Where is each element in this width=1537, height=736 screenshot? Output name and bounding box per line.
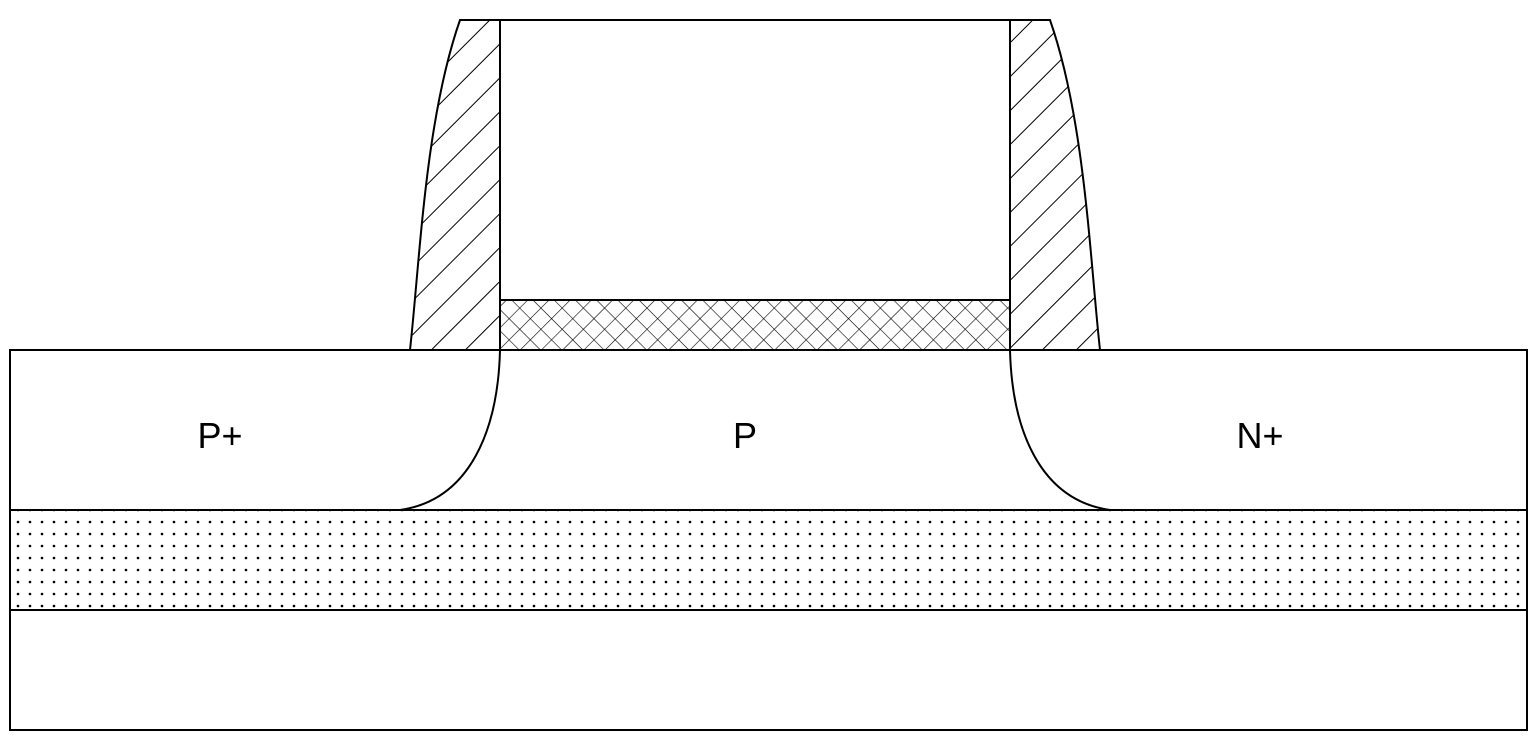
p-channel-label: P xyxy=(733,415,757,456)
gate-spacer-left xyxy=(410,20,500,350)
buried-layer xyxy=(10,510,1527,610)
gate-oxide-layer xyxy=(500,300,1010,350)
p-plus-label: P+ xyxy=(197,415,242,456)
p-plus-region xyxy=(10,350,500,510)
transistor-cross-section-diagram: P+ P N+ xyxy=(0,0,1537,736)
n-plus-label: N+ xyxy=(1236,415,1283,456)
gate-spacer-right xyxy=(1010,20,1100,350)
